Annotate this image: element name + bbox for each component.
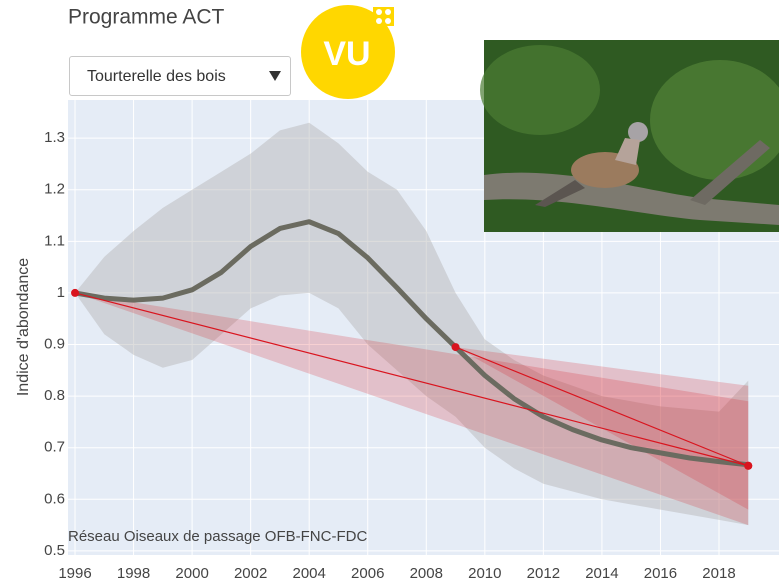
dropdown-arrow bbox=[269, 71, 281, 81]
x-tick-label: 2016 bbox=[644, 565, 677, 581]
badge-icon bbox=[376, 18, 382, 24]
badge-icon bbox=[376, 9, 382, 15]
y-tick-label: 1.2 bbox=[44, 181, 65, 198]
x-tick-label: 2000 bbox=[175, 565, 208, 581]
x-tick-label: 2014 bbox=[585, 565, 618, 581]
photo-foliage bbox=[650, 60, 779, 180]
badge-icon bbox=[385, 18, 391, 24]
y-tick-label: 1 bbox=[57, 284, 65, 301]
photo-branch bbox=[484, 172, 779, 225]
species-dropdown[interactable]: Tourterelle des bois bbox=[69, 56, 291, 96]
badge-circle bbox=[301, 5, 395, 99]
annotation: Réseau Oiseaux de passage OFB-FNC-FDC bbox=[68, 528, 367, 545]
badge-icon bbox=[385, 9, 391, 15]
dropdown-label: Tourterelle des bois bbox=[87, 68, 226, 85]
photo-bird-head bbox=[628, 122, 648, 142]
x-tick-label: 2004 bbox=[293, 565, 326, 581]
x-tick-label: 2012 bbox=[527, 565, 560, 581]
trend-line bbox=[454, 346, 749, 467]
y-tick-label: 0.8 bbox=[44, 387, 65, 404]
x-tick-label: 2002 bbox=[234, 565, 267, 581]
x-tick-label: 1998 bbox=[117, 565, 150, 581]
y-tick-label: 0.7 bbox=[44, 439, 65, 456]
badge-icon-bg bbox=[373, 7, 394, 26]
y-axis-label: Indice d'abondance bbox=[15, 258, 32, 396]
abundance-line bbox=[72, 219, 751, 468]
y-tick-label: 0.6 bbox=[44, 490, 65, 507]
x-tick-label: 2018 bbox=[702, 565, 735, 581]
x-tick-label: 2010 bbox=[468, 565, 501, 581]
photo-bird-tail bbox=[535, 180, 585, 207]
trend-line bbox=[74, 292, 749, 467]
y-tick-label: 1.1 bbox=[44, 232, 65, 249]
photo-foliage bbox=[480, 45, 600, 135]
trend-point bbox=[71, 288, 80, 297]
badge-text: VU bbox=[323, 35, 370, 73]
trend-point bbox=[744, 461, 753, 470]
photo-bird-neck bbox=[615, 138, 640, 165]
badge: VU bbox=[301, 5, 395, 99]
x-tick-label: 2006 bbox=[351, 565, 384, 581]
x-tick-label: 2008 bbox=[410, 565, 443, 581]
x-tick-label: 1996 bbox=[58, 565, 91, 581]
trend-band bbox=[75, 292, 749, 526]
confidence-band bbox=[75, 122, 749, 526]
y-tick-label: 0.9 bbox=[44, 335, 65, 352]
photo-branch bbox=[690, 140, 770, 205]
photo bbox=[480, 40, 779, 232]
y-tick-label: 0.5 bbox=[44, 542, 65, 559]
y-tick-label: 1.3 bbox=[44, 129, 65, 146]
page-title: Programme ACT bbox=[68, 6, 225, 29]
trend-point bbox=[451, 343, 460, 352]
